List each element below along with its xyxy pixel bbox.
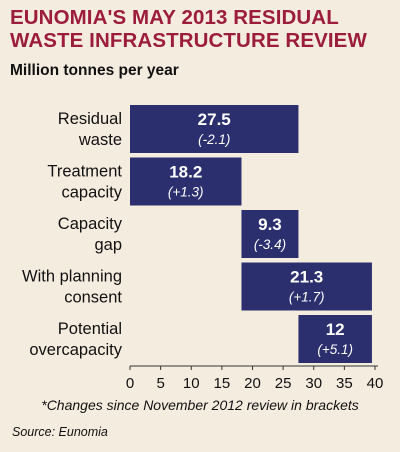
x-tick-label: 20 [244, 375, 261, 392]
bar-value-label: 18.2 [169, 163, 202, 182]
x-tick-label: 25 [275, 375, 292, 392]
category-label: capacity [61, 184, 122, 202]
x-tick-label: 15 [214, 375, 231, 392]
category-label: Residual [58, 110, 122, 128]
x-tick-label: 10 [183, 375, 200, 392]
bar [130, 157, 242, 206]
chart-footnote: *Changes since November 2012 review in b… [41, 397, 359, 413]
bar-change-label: (+5.1) [317, 342, 353, 357]
category-label: consent [64, 289, 122, 307]
category-label: Potential [58, 320, 122, 338]
category-label: overcapacity [29, 341, 122, 359]
chart-source: Source: Eunomia [12, 425, 108, 439]
bar-value-label: 9.3 [258, 215, 282, 234]
bar-value-label: 21.3 [290, 268, 323, 287]
bar-change-label: (-3.4) [254, 237, 286, 252]
bar [130, 105, 299, 153]
category-label: gap [94, 236, 122, 254]
x-tick-label: 30 [305, 375, 322, 392]
bar [241, 210, 299, 258]
bar-value-label: 27.5 [198, 110, 231, 129]
category-label: waste [78, 131, 122, 149]
bar-value-label: 12 [326, 320, 345, 339]
x-tick-label: 35 [336, 375, 353, 392]
bar-change-label: (-2.1) [198, 132, 230, 147]
category-label: Treatment [47, 163, 122, 181]
x-tick-label: 40 [367, 375, 384, 392]
chart-subtitle: Million tonnes per year [10, 62, 179, 79]
x-tick-label: 5 [156, 375, 164, 392]
category-label: With planning [22, 268, 122, 286]
bar [298, 315, 372, 363]
chart-title: EUNOMIA'S MAY 2013 RESIDUAL WASTE INFRAS… [10, 6, 367, 52]
category-label: Capacity [58, 215, 123, 233]
x-tick-label: 0 [126, 375, 134, 392]
bar-change-label: (+1.3) [168, 185, 204, 200]
bar-change-label: (+1.7) [289, 290, 325, 305]
bar [241, 262, 372, 311]
